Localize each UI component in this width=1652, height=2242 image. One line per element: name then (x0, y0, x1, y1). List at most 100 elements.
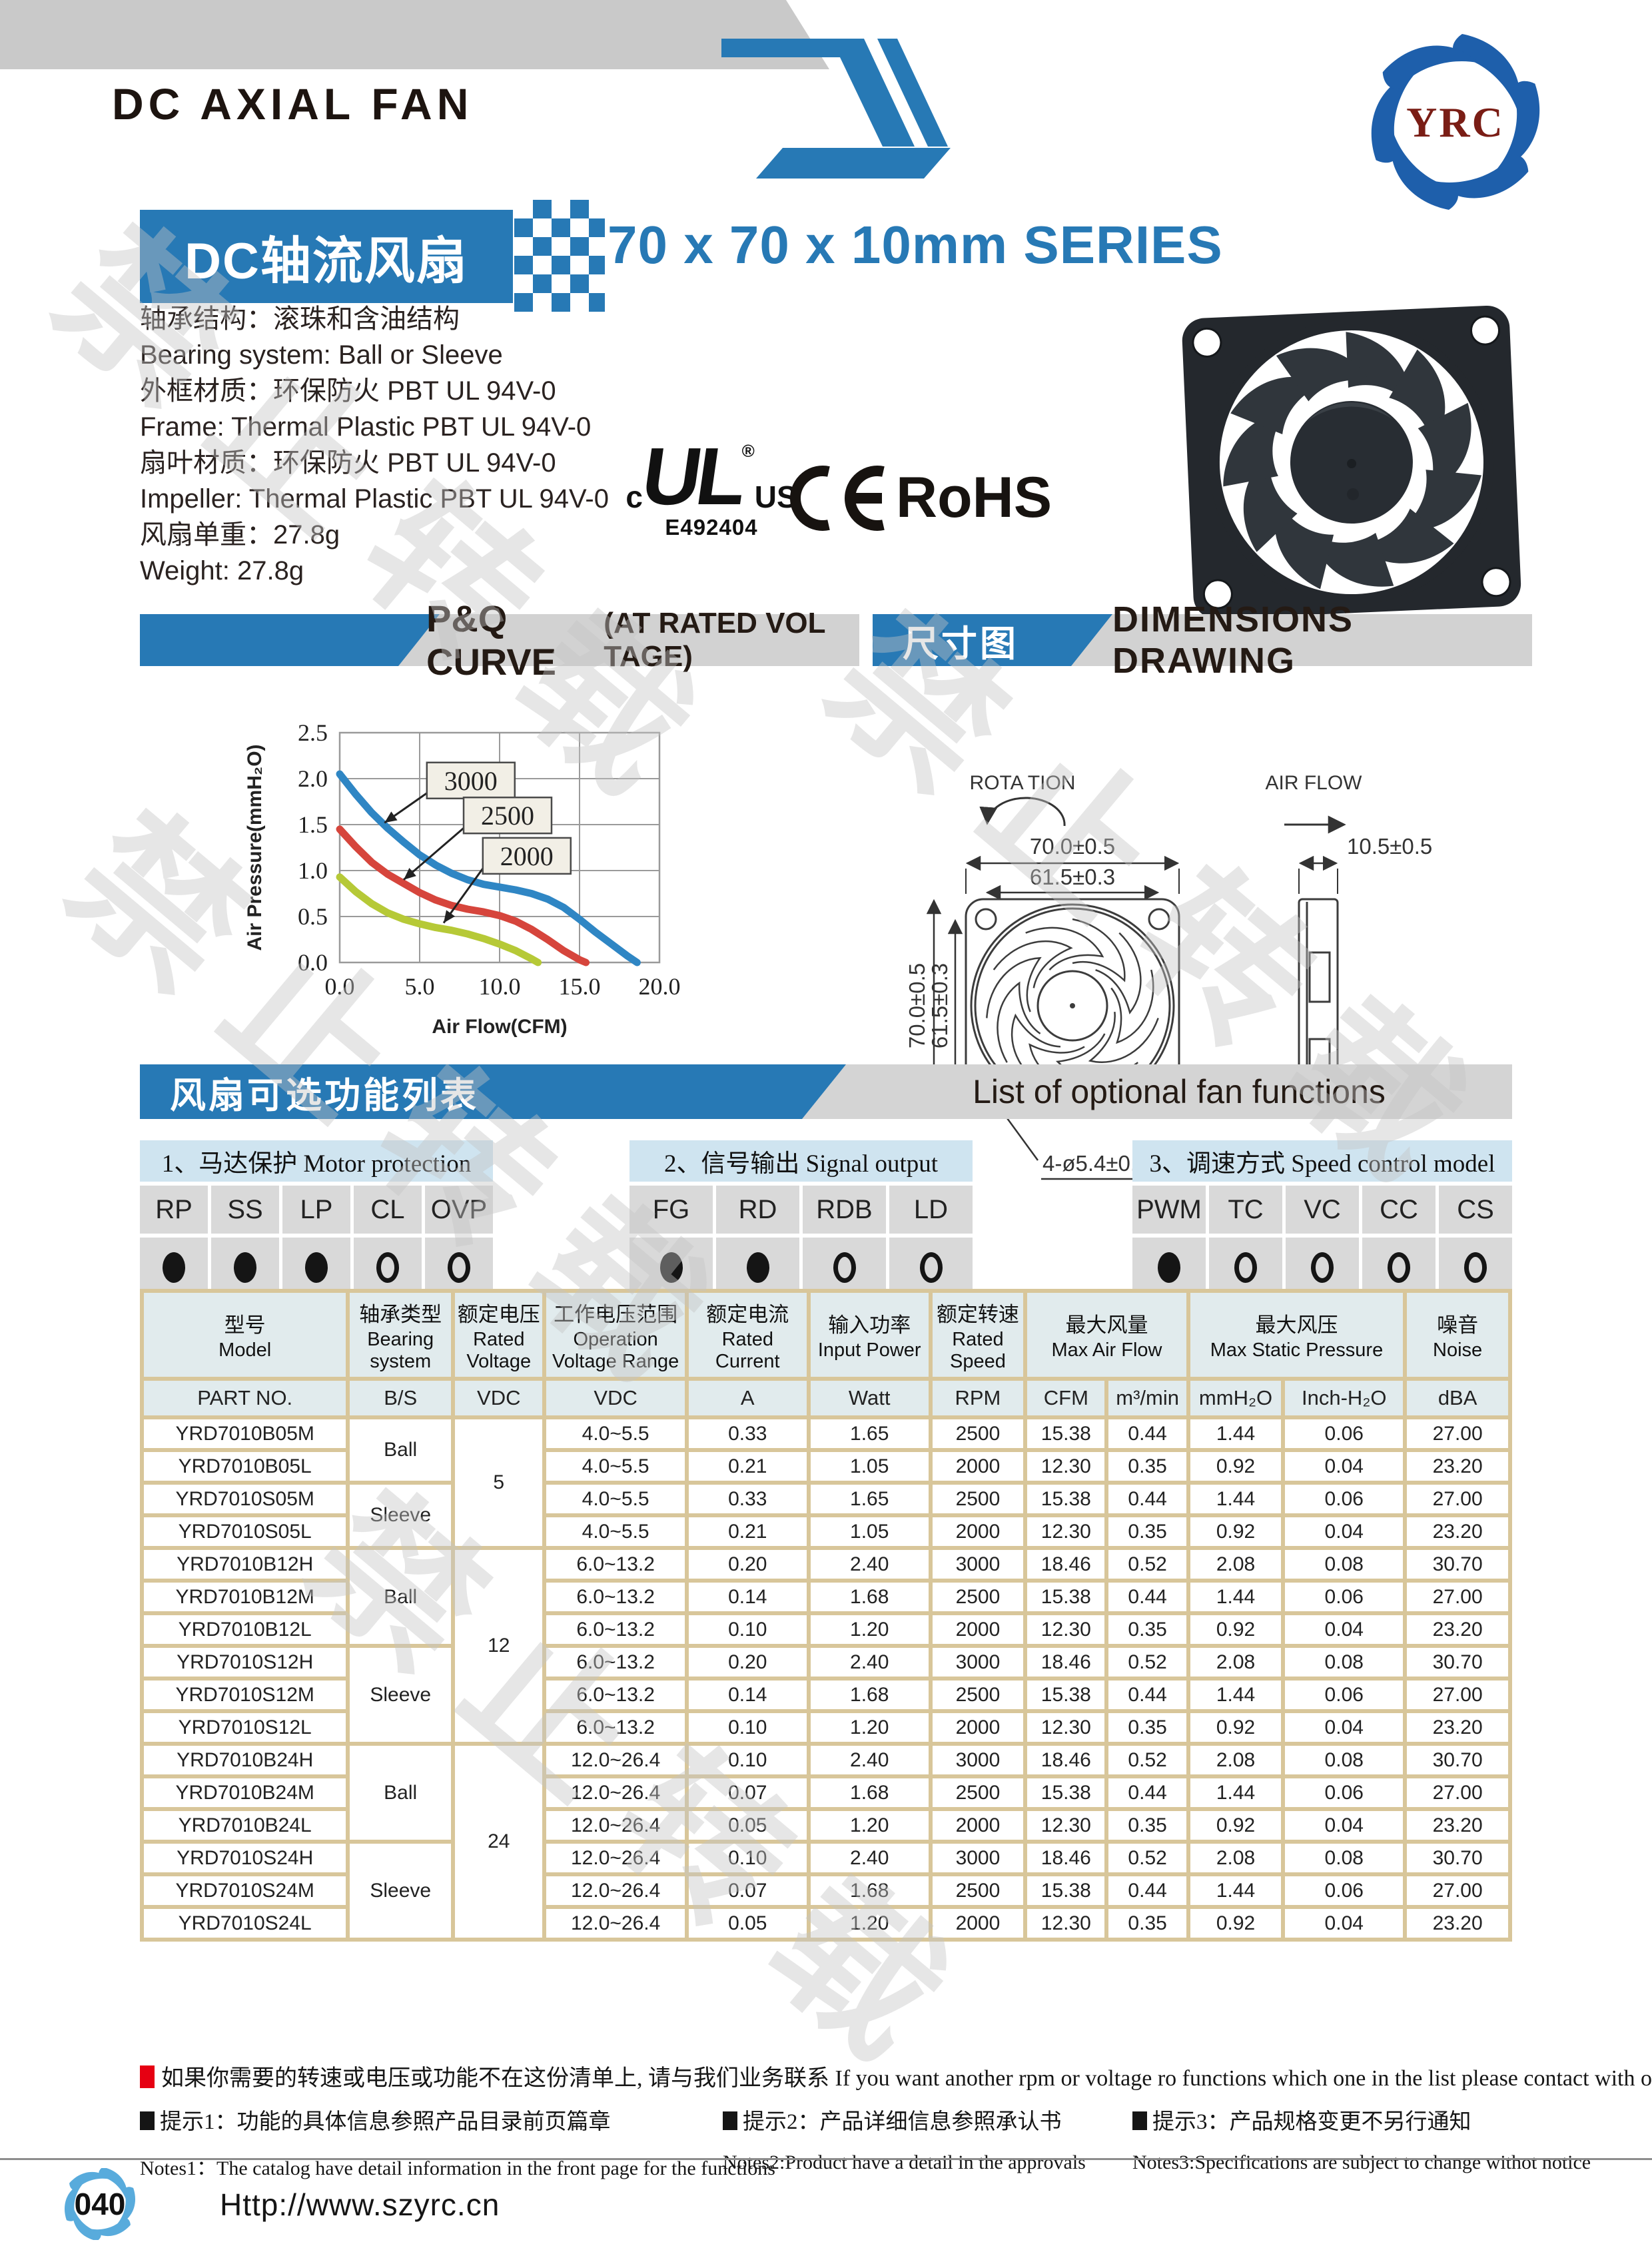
note-2-cn: 提示2：产品详细信息参照承认书 (743, 2110, 1062, 2134)
website-link[interactable]: Http://www.szyrc.cn (220, 2187, 500, 2222)
option-group-title: 1、马达保护 Motor protection (140, 1140, 493, 1182)
cell-range: 6.0~13.2 (546, 1713, 685, 1742)
cell-current: 0.05 (688, 1909, 807, 1938)
dim-width-inner: 61.5±0.3 (1030, 865, 1115, 889)
cell-voltage: 12 (455, 1550, 543, 1742)
cell-range: 12.0~26.4 (546, 1909, 685, 1938)
cell-m3min: 0.35 (1108, 1517, 1186, 1546)
empty-dot-icon (919, 1252, 943, 1283)
cell-range: 6.0~13.2 (546, 1615, 685, 1644)
table-row: YRD7010B24M 12.0~26.4 0.07 1.68 2500 15.38 0.4… (144, 1778, 1508, 1807)
note-1-en: Notes1：The catalog have detail informati… (140, 2157, 775, 2179)
cell-inch_h2o: 0.06 (1285, 1876, 1404, 1905)
option-availability-RP (140, 1238, 208, 1298)
cell-power: 1.05 (810, 1517, 929, 1546)
cell-range: 4.0~5.5 (546, 1419, 685, 1448)
dimensions-drawing: ROTA TION AIR FLOW 70.0±0.5 61.5±0.3 70.… (905, 772, 1432, 1180)
spec-line: 轴承结构：滚珠和含油结构 (140, 304, 460, 334)
product-title-box: DC轴流风扇 (140, 210, 513, 303)
cell-dba: 30.70 (1407, 1746, 1508, 1774)
cell-inch_h2o: 0.06 (1285, 1419, 1404, 1448)
top-banner (0, 0, 829, 69)
cell-dba: 30.70 (1407, 1844, 1508, 1872)
cell-m3min: 0.35 (1108, 1713, 1186, 1742)
filled-dot-icon (305, 1252, 328, 1283)
table-unit-header: VDC (546, 1381, 685, 1415)
cell-m3min: 0.44 (1108, 1876, 1186, 1905)
cell-dba: 30.70 (1407, 1648, 1508, 1677)
table-unit-header: mmH₂O (1190, 1381, 1282, 1415)
cell-speed: 2000 (932, 1811, 1024, 1840)
yrc-logo: YRC (1352, 23, 1559, 222)
option-availability-LD (889, 1238, 973, 1298)
cell-mmh2o: 2.08 (1190, 1648, 1282, 1677)
cell-mmh2o: 1.44 (1190, 1583, 1282, 1611)
table-row: YRD7010S05M Sleeve 4.0~5.5 0.33 1.65 2500 15.3… (144, 1485, 1508, 1546)
callout-box (482, 837, 572, 875)
option-code-PWM: PWM (1132, 1186, 1206, 1234)
red-square-icon (140, 2065, 155, 2088)
y-tick-label: 1.0 (298, 857, 328, 884)
option-group-3: 3、调速方式 Speed control model PWM TC VC CC CS (1132, 1140, 1512, 1298)
table-row: YRD7010B12H Ball 12 6.0~13.2 0.20 2.40 3000 18.… (144, 1550, 1508, 1742)
cell-dba: 23.20 (1407, 1713, 1508, 1742)
option-code-OVP: OVP (425, 1186, 493, 1234)
pq-subtitle: (AT RATED VOL TAGE) (604, 607, 825, 673)
empty-dot-icon (376, 1252, 399, 1283)
page-title: DC AXIAL FAN (112, 79, 474, 129)
cell-model: YRD7010B05M (144, 1419, 346, 1448)
cell-current: 0.14 (688, 1681, 807, 1709)
cell-speed: 2000 (932, 1909, 1024, 1938)
cell-m3min: 0.52 (1108, 1746, 1186, 1774)
dim-title-cn: 尺寸图 (903, 623, 1019, 664)
cell-m3min: 0.44 (1108, 1681, 1186, 1709)
table-unit-header: A (688, 1381, 807, 1415)
table-row: YRD7010S24H Sleeve 12.0~26.4 0.10 2.40 3000 18… (144, 1844, 1508, 1938)
cell-m3min: 0.44 (1108, 1583, 1186, 1611)
cell-inch_h2o: 0.08 (1285, 1648, 1404, 1677)
spec-list: 轴承结构：滚珠和含油结构 Bearing system: Ball or Slee… (140, 301, 873, 589)
table-unit-header: Inch-H₂O (1285, 1381, 1404, 1415)
page-number-badge: 040 (59, 2168, 146, 2240)
cell-dba: 27.00 (1407, 1419, 1508, 1448)
spec-line: Impeller: Thermal Plastic PBT UL 94V-0 (140, 484, 609, 514)
x-tick-label: 20.0 (639, 973, 681, 1000)
cell-model: YRD7010S05L (144, 1517, 346, 1546)
options-title-cn: 风扇可选功能列表 (170, 1075, 479, 1116)
ul-certification-mark: c UL ® US E492404 (625, 431, 797, 540)
table-row: YRD7010S24M 12.0~26.4 0.07 1.68 2500 15.38 0.4… (144, 1876, 1508, 1905)
cell-speed: 2500 (932, 1778, 1024, 1807)
table-row: YRD7010S12M 6.0~13.2 0.14 1.68 2500 15.38 0.44… (144, 1681, 1508, 1709)
cell-current: 0.07 (688, 1876, 807, 1905)
fan-blades (1212, 320, 1496, 606)
callout-box (426, 761, 516, 800)
cell-inch_h2o: 0.06 (1285, 1583, 1404, 1611)
table-row: YRD7010B24L 12.0~26.4 0.05 1.20 2000 12.30 0.3… (144, 1811, 1508, 1840)
cell-speed: 2500 (932, 1419, 1024, 1448)
cell-cfm: 18.46 (1027, 1746, 1105, 1774)
cell-range: 12.0~26.4 (546, 1811, 685, 1840)
cell-cfm: 12.30 (1027, 1713, 1105, 1742)
empty-dot-icon (1388, 1252, 1410, 1283)
cell-speed: 2000 (932, 1713, 1024, 1742)
filled-dot-icon (163, 1252, 185, 1283)
cell-m3min: 0.52 (1108, 1648, 1186, 1677)
rohs-mark: RoHS (896, 466, 1052, 530)
cell-bearing: Sleeve (350, 1648, 452, 1742)
cell-dba: 23.20 (1407, 1517, 1508, 1546)
cell-power: 1.20 (810, 1909, 929, 1938)
cell-voltage: 24 (455, 1746, 543, 1938)
dim-title-en: DIMENSIONS DRAWING (1112, 599, 1354, 681)
option-availability-RDB (803, 1238, 886, 1298)
cell-inch_h2o: 0.06 (1285, 1485, 1404, 1513)
checker-decoration (514, 200, 605, 312)
table-header: 额定电压 Rated Voltage (455, 1293, 543, 1377)
cell-power: 1.68 (810, 1876, 929, 1905)
table-unit-header: CFM (1027, 1381, 1105, 1415)
cell-current: 0.21 (688, 1452, 807, 1481)
cell-m3min: 0.52 (1108, 1844, 1186, 1872)
table-unit-header: dBA (1407, 1381, 1508, 1415)
cell-speed: 2500 (932, 1681, 1024, 1709)
cell-mmh2o: 0.92 (1190, 1909, 1282, 1938)
